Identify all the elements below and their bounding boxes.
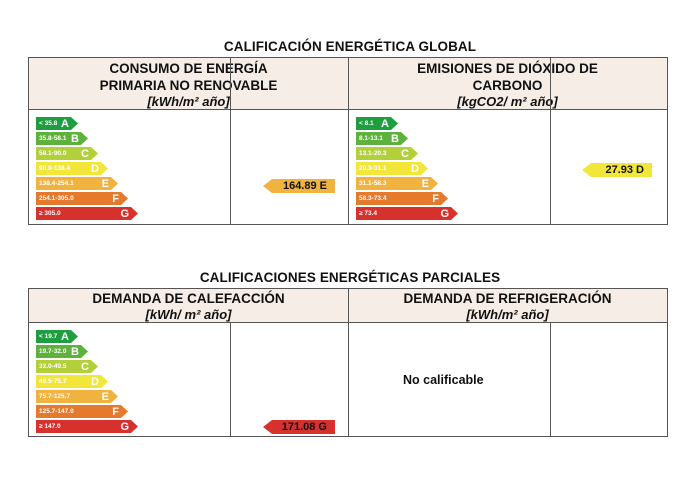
scale-bar-e: 31.1-58.3 E bbox=[356, 177, 438, 190]
scale-letter: A bbox=[381, 117, 389, 130]
divider bbox=[348, 289, 349, 436]
scale-letter: A bbox=[61, 117, 69, 130]
cooling-header: DEMANDA DE REFRIGERACIÓN [kWh/m² año] bbox=[348, 289, 667, 323]
emissions-rating-value: 27.93 D bbox=[605, 164, 644, 176]
emissions-unit: [kgCO2/ m² año] bbox=[457, 94, 558, 109]
scale-range-label: < 8.1 bbox=[359, 120, 374, 127]
scale-range-label: 58.1-90.0 bbox=[39, 150, 67, 157]
scale-letter: F bbox=[432, 192, 439, 205]
consumption-header: CONSUMO DE ENERGÍA PRIMARIA NO RENOVABLE… bbox=[29, 58, 348, 110]
scale-bar-g: ≥ 73.4 G bbox=[356, 207, 458, 220]
scale-letter: E bbox=[101, 177, 109, 190]
scale-range-label: 20.3-31.1 bbox=[359, 165, 387, 172]
emissions-rating-indicator: 27.93 D bbox=[582, 163, 652, 177]
scale-range-label: 75.7-125.7 bbox=[39, 393, 71, 400]
divider bbox=[550, 58, 551, 224]
cooling-unit: [kWh/m² año] bbox=[466, 307, 549, 322]
heating-header: DEMANDA DE CALEFACCIÓN [kWh/ m² año] bbox=[29, 289, 348, 323]
emissions-header: EMISIONES DE DIÓXIDO DE CARBONO [kgCO2/ … bbox=[348, 58, 667, 110]
scale-bar-d: 20.3-31.1 D bbox=[356, 162, 428, 175]
scale-bar-f: 125.7-147.0 F bbox=[36, 405, 128, 418]
scale-bar-a: < 8.1 A bbox=[356, 117, 398, 130]
scale-bar-g: ≥ 305.0 G bbox=[36, 207, 138, 220]
divider bbox=[550, 323, 551, 436]
divider bbox=[230, 58, 231, 224]
scale-letter: C bbox=[401, 147, 409, 160]
scale-letter: B bbox=[71, 132, 79, 145]
heating-title: DEMANDA DE CALEFACCIÓN bbox=[92, 291, 285, 306]
partial-section-title: CALIFICACIONES ENERGÉTICAS PARCIALES bbox=[199, 270, 501, 285]
heating-rating-value: 171.08 G bbox=[281, 421, 327, 433]
divider bbox=[230, 323, 231, 436]
global-rating-panel: CONSUMO DE ENERGÍA PRIMARIA NO RENOVABLE… bbox=[28, 57, 668, 225]
scale-letter: D bbox=[411, 162, 419, 175]
scale-letter: C bbox=[81, 147, 89, 160]
scale-letter: F bbox=[112, 405, 119, 418]
emissions-title-line1: EMISIONES DE DIÓXIDO DE bbox=[417, 61, 598, 76]
partial-rating-panel: DEMANDA DE CALEFACCIÓN [kWh/ m² año] DEM… bbox=[28, 288, 668, 437]
scale-range-label: ≥ 305.0 bbox=[39, 210, 61, 217]
consumption-rating-value: 164.89 E bbox=[282, 180, 327, 192]
scale-range-label: 49.5-75.7 bbox=[39, 378, 67, 385]
scale-range-label: 58.3-73.4 bbox=[359, 195, 387, 202]
consumption-title-line2: PRIMARIA NO RENOVABLE bbox=[99, 78, 278, 93]
scale-range-label: 138.4-254.1 bbox=[39, 180, 74, 187]
cooling-title: DEMANDA DE REFRIGERACIÓN bbox=[403, 291, 612, 306]
scale-bar-c: 58.1-90.0 C bbox=[36, 147, 98, 160]
scale-letter: F bbox=[112, 192, 119, 205]
scale-letter: E bbox=[101, 390, 109, 403]
scale-bar-d: 49.5-75.7 D bbox=[36, 375, 108, 388]
consumption-unit: [kWh/m² año] bbox=[147, 94, 230, 109]
scale-range-label: 90.0-138.4 bbox=[39, 165, 71, 172]
scale-letter: C bbox=[81, 360, 89, 373]
global-section-title: CALIFICACIÓN ENERGÉTICA GLOBAL bbox=[223, 39, 477, 54]
scale-bar-a: < 19.7 A bbox=[36, 330, 78, 343]
divider bbox=[348, 58, 349, 224]
scale-letter: E bbox=[421, 177, 429, 190]
scale-range-label: 32.0-49.5 bbox=[39, 363, 67, 370]
scale-bar-f: 254.1-305.0 F bbox=[36, 192, 128, 205]
scale-letter: B bbox=[391, 132, 399, 145]
scale-bar-e: 138.4-254.1 E bbox=[36, 177, 118, 190]
scale-bar-e: 75.7-125.7 E bbox=[36, 390, 118, 403]
scale-bar-c: 32.0-49.5 C bbox=[36, 360, 98, 373]
consumption-rating-indicator: 164.89 E bbox=[263, 179, 335, 193]
emissions-title-line2: CARBONO bbox=[472, 78, 543, 93]
scale-range-label: ≥ 147.0 bbox=[39, 423, 61, 430]
scale-range-label: 31.1-58.3 bbox=[359, 180, 387, 187]
scale-range-label: < 35.8 bbox=[39, 120, 58, 127]
scale-letter: D bbox=[91, 375, 99, 388]
scale-letter: G bbox=[440, 207, 449, 220]
heating-unit: [kWh/ m² año] bbox=[145, 307, 232, 322]
scale-letter: A bbox=[61, 330, 69, 343]
scale-bar-g: ≥ 147.0 G bbox=[36, 420, 138, 433]
scale-letter: G bbox=[120, 207, 129, 220]
heating-rating-indicator: 171.08 G bbox=[263, 420, 335, 434]
scale-bar-f: 58.3-73.4 F bbox=[356, 192, 448, 205]
consumption-title-line1: CONSUMO DE ENERGÍA bbox=[109, 61, 268, 76]
scale-bar-b: 8.1-13.1 B bbox=[356, 132, 408, 145]
scale-bar-b: 35.8-58.1 B bbox=[36, 132, 88, 145]
scale-bar-b: 19.7-32.0 B bbox=[36, 345, 88, 358]
scale-bar-d: 90.0-138.4 D bbox=[36, 162, 108, 175]
scale-range-label: 125.7-147.0 bbox=[39, 408, 74, 415]
cooling-status: No calificable bbox=[403, 373, 484, 387]
scale-bar-a: < 35.8 A bbox=[36, 117, 78, 130]
scale-letter: G bbox=[120, 420, 129, 433]
scale-bar-c: 13.1-20.3 C bbox=[356, 147, 418, 160]
scale-letter: D bbox=[91, 162, 99, 175]
scale-range-label: ≥ 73.4 bbox=[359, 210, 378, 217]
scale-letter: B bbox=[71, 345, 79, 358]
scale-range-label: < 19.7 bbox=[39, 333, 58, 340]
scale-range-label: 254.1-305.0 bbox=[39, 195, 74, 202]
scale-range-label: 35.8-58.1 bbox=[39, 135, 67, 142]
scale-range-label: 19.7-32.0 bbox=[39, 348, 67, 355]
scale-range-label: 13.1-20.3 bbox=[359, 150, 387, 157]
scale-range-label: 8.1-13.1 bbox=[359, 135, 383, 142]
